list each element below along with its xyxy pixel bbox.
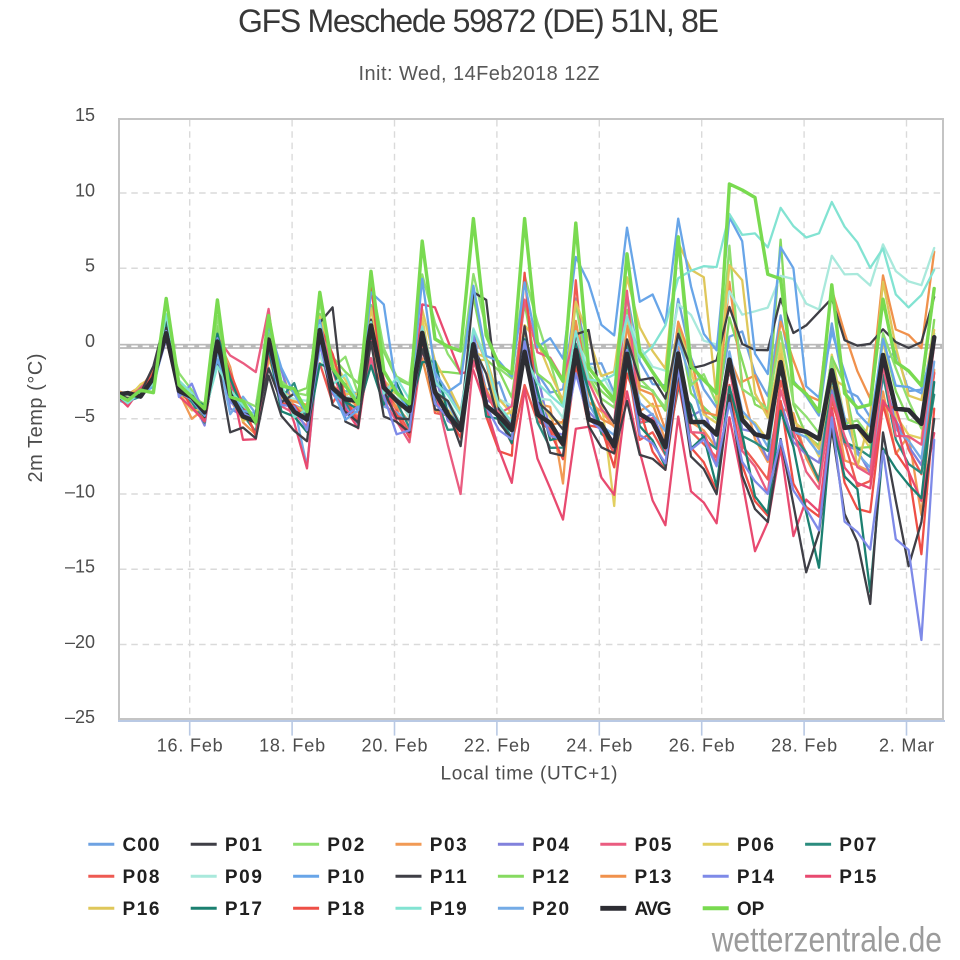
svg-text:P17: P17	[225, 899, 262, 920]
svg-text:P12: P12	[532, 867, 569, 888]
svg-text:–15: –15	[65, 557, 95, 577]
svg-text:AVG: AVG	[635, 899, 672, 920]
svg-text:2m Temp (°C): 2m Temp (°C)	[25, 354, 47, 483]
svg-text:Init: Wed, 14Feb2018 12Z: Init: Wed, 14Feb2018 12Z	[359, 63, 600, 85]
svg-text:P16: P16	[123, 899, 160, 920]
svg-text:P10: P10	[327, 867, 364, 888]
svg-text:2. Mar: 2. Mar	[879, 736, 934, 756]
svg-text:P19: P19	[430, 899, 467, 920]
svg-text:P04: P04	[532, 835, 569, 856]
svg-text:P11: P11	[430, 867, 467, 888]
svg-text:GFS Meschede 59872 (DE) 51N, 8: GFS Meschede 59872 (DE) 51N, 8E	[238, 3, 719, 39]
svg-text:wetterzentrale.de: wetterzentrale.de	[711, 919, 942, 959]
svg-text:P08: P08	[123, 867, 160, 888]
svg-text:P15: P15	[839, 867, 876, 888]
svg-text:5: 5	[85, 256, 95, 276]
svg-text:28. Feb: 28. Feb	[771, 736, 837, 756]
svg-text:C00: C00	[123, 835, 160, 856]
svg-text:24. Feb: 24. Feb	[566, 736, 632, 756]
svg-text:15: 15	[75, 105, 95, 125]
svg-text:18. Feb: 18. Feb	[259, 736, 325, 756]
svg-text:P14: P14	[737, 867, 774, 888]
svg-text:P18: P18	[327, 899, 364, 920]
svg-text:Local time (UTC+1): Local time (UTC+1)	[441, 764, 618, 785]
svg-text:–5: –5	[75, 406, 95, 426]
svg-text:P20: P20	[532, 899, 569, 920]
svg-text:–10: –10	[65, 481, 95, 501]
svg-text:OP: OP	[737, 899, 765, 920]
svg-text:–25: –25	[65, 707, 95, 727]
svg-text:10: 10	[75, 180, 95, 200]
svg-text:–20: –20	[65, 632, 95, 652]
svg-text:P13: P13	[635, 867, 672, 888]
svg-text:20. Feb: 20. Feb	[362, 736, 428, 756]
svg-text:0: 0	[85, 331, 95, 351]
svg-text:P03: P03	[430, 835, 467, 856]
svg-text:26. Feb: 26. Feb	[669, 736, 735, 756]
svg-text:16. Feb: 16. Feb	[157, 736, 223, 756]
svg-text:P09: P09	[225, 867, 262, 888]
svg-text:22. Feb: 22. Feb	[464, 736, 530, 756]
svg-text:P02: P02	[327, 835, 364, 856]
svg-text:P07: P07	[839, 835, 876, 856]
svg-text:P05: P05	[635, 835, 672, 856]
svg-text:P01: P01	[225, 835, 262, 856]
svg-text:P06: P06	[737, 835, 774, 856]
